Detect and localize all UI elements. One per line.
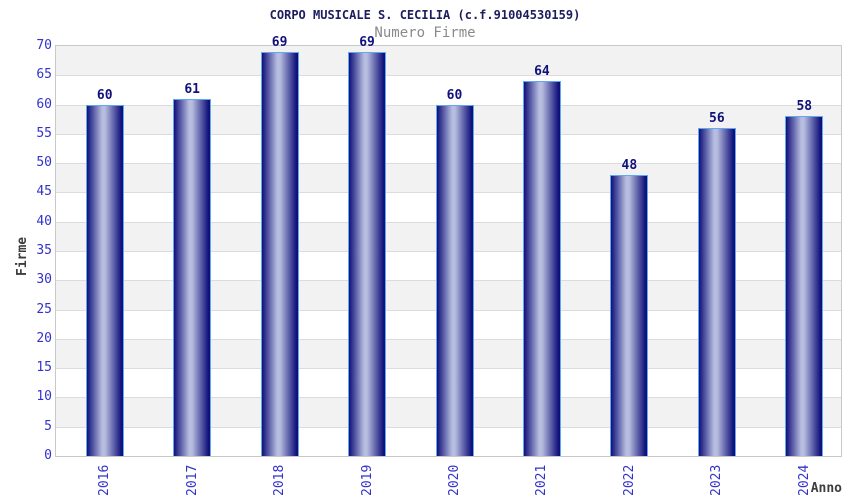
y-tick-label: 35	[36, 243, 52, 258]
bar-value-label: 48	[621, 157, 638, 173]
x-tick-label: 2023	[709, 464, 725, 496]
x-tick-label: 2019	[359, 464, 375, 496]
bar-value-label: 69	[271, 34, 288, 50]
bar-2018	[260, 51, 299, 456]
bar-value-label: 64	[534, 64, 550, 80]
bar-value-label: 60	[96, 87, 113, 103]
y-tick-label: 20	[36, 330, 52, 346]
bar-2023	[697, 128, 736, 456]
bar-2019	[348, 51, 387, 456]
bar-value-label: 61	[184, 81, 200, 97]
plot-band	[56, 46, 841, 76]
y-tick-label: 30	[36, 272, 52, 288]
y-tick-label: 60	[36, 96, 52, 112]
y-tick-label: 40	[36, 213, 52, 229]
bar-value-label: 58	[796, 99, 813, 115]
y-tick-label: 55	[36, 125, 52, 141]
x-tick-label: 2024	[796, 464, 812, 496]
chart-subtitle: Numero Firme	[374, 25, 476, 41]
y-axis-title: Firme	[15, 236, 30, 276]
x-axis-title: Anno	[810, 481, 842, 496]
bar-value-label: 56	[709, 111, 725, 126]
bar-2024	[785, 116, 824, 456]
y-tick-label: 45	[36, 184, 52, 200]
y-tick-label: 5	[44, 418, 52, 434]
chart-title: CORPO MUSICALE S. CECILIA (c.f.910045301…	[269, 8, 581, 22]
bar-value-label: 60	[446, 87, 463, 103]
y-tick-label: 10	[36, 389, 52, 405]
y-tick-label: 50	[36, 155, 52, 171]
bar-value-label: 69	[359, 34, 375, 50]
y-tick-label: 70	[36, 38, 52, 53]
y-tick-label: 25	[36, 301, 52, 317]
y-tick-label: 0	[44, 448, 52, 463]
y-tick-label: 15	[36, 360, 52, 376]
x-tick-label: 2017	[184, 464, 200, 496]
bar-2021	[522, 81, 561, 456]
bar-2022	[610, 174, 649, 456]
x-tick-label: 2020	[447, 464, 462, 496]
x-tick-label: 2016	[97, 464, 113, 496]
y-tick-label: 65	[36, 67, 52, 83]
x-tick-label: 2018	[272, 464, 288, 496]
x-tick-label: 2021	[534, 464, 550, 496]
gridline	[56, 75, 841, 77]
bar-2017	[173, 98, 212, 456]
bar-2016	[85, 104, 124, 456]
x-tick-label: 2022	[621, 464, 637, 496]
bar-2020	[435, 104, 474, 456]
